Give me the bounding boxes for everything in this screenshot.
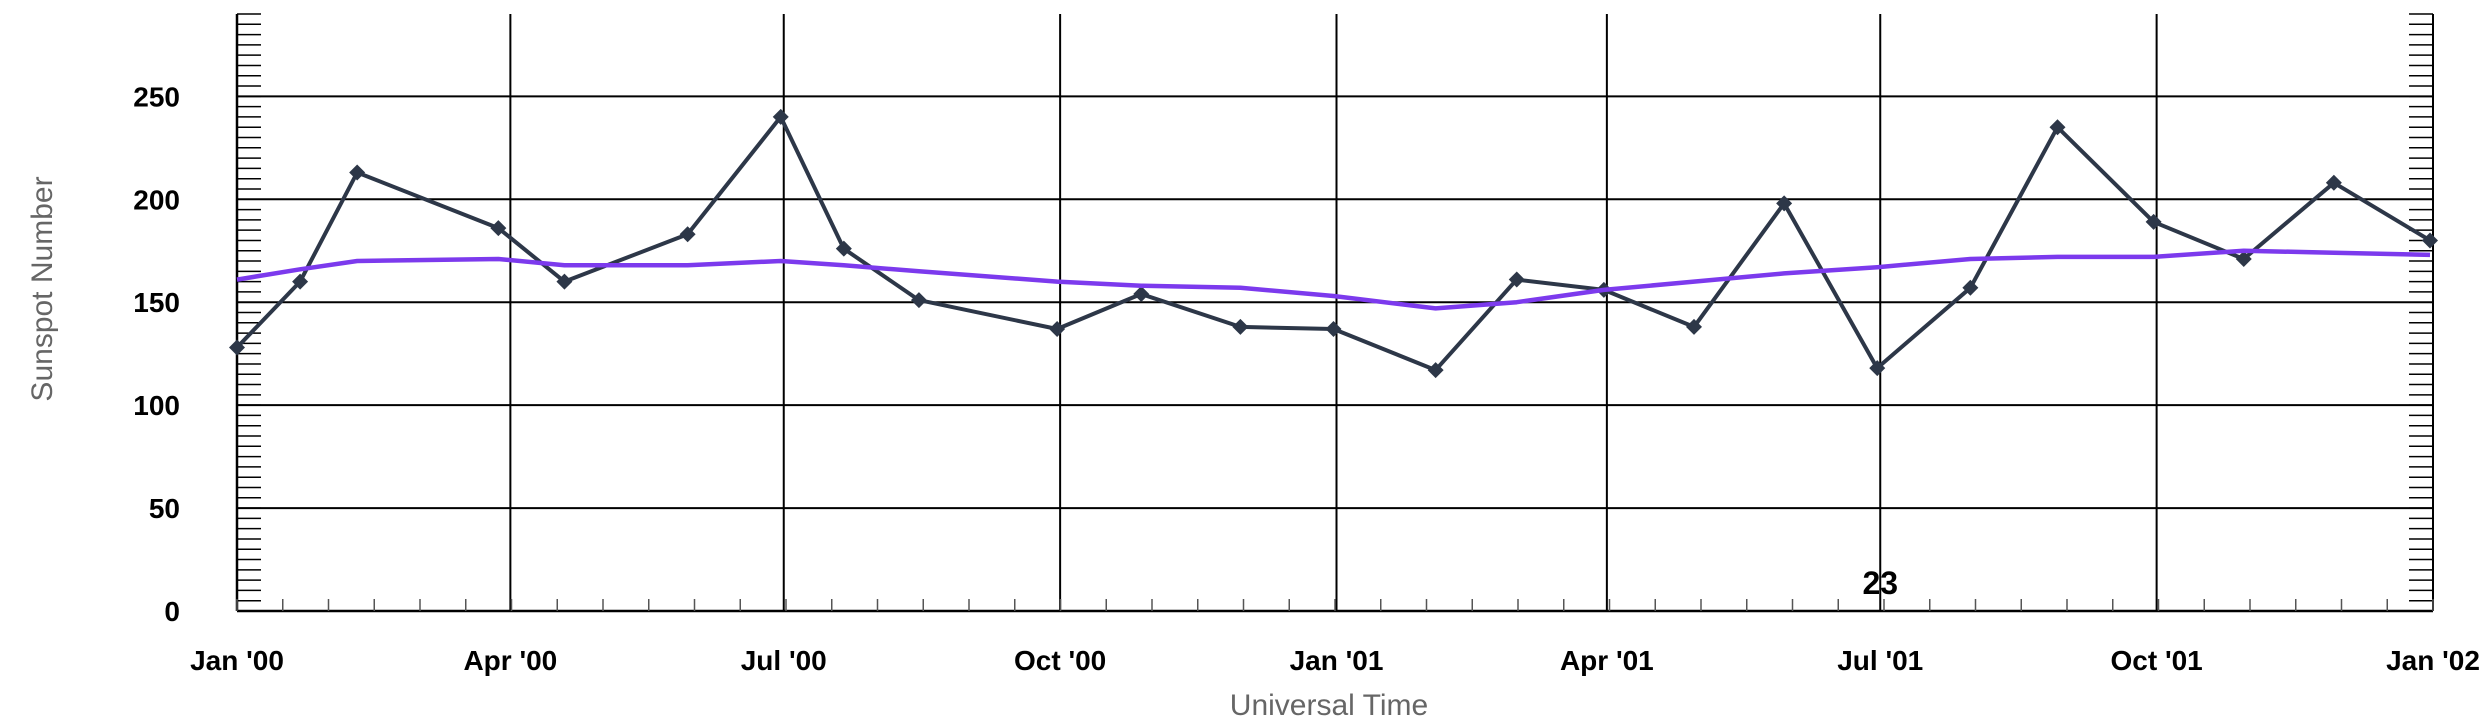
x-tick-label: Jul '01 [1837,645,1923,676]
data-point [349,164,366,181]
data-point [1049,320,1066,337]
x-tick-label: Jul '00 [741,645,827,676]
y-axis-label: Sunspot Number [26,176,59,401]
data-point [1776,195,1793,212]
data-point [679,226,696,243]
x-tick-label: Jan '02 [2386,645,2480,676]
data-point [1962,279,1979,296]
data-point [1133,285,1150,302]
data-point [490,220,507,237]
data-point [1325,320,1342,337]
data-point [1685,318,1702,335]
x-axis-label: Universal Time [1230,689,1428,722]
y-tick-label: 200 [133,184,180,215]
annotation-label: 23 [1862,565,1898,601]
data-point [1427,362,1444,379]
data-point [2145,213,2162,230]
x-axis-ticks: Jan '00 Apr '00 Jul '00 Oct '00 Jan '01 Apr '… [190,645,2480,676]
data-point [2325,174,2342,191]
annotations: 23 [1862,565,1898,601]
data-point [1232,318,1249,335]
y-tick-label: 150 [133,287,180,318]
data-point [1869,360,1886,377]
y-axis-ticks: 0 50 100 150 200 250 [133,81,180,627]
x-tick-label: Jan '00 [190,645,284,676]
series-layer [229,108,2438,379]
y-tick-label: 50 [149,493,180,524]
x-tick-label: Apr '00 [463,645,557,676]
x-tick-label: Apr '01 [1560,645,1654,676]
series-line-1 [236,248,2431,311]
data-point [772,108,789,125]
data-point [835,240,852,257]
data-point [292,273,309,290]
data-point [556,273,573,290]
data-point [1508,271,1525,288]
minor-ticks [236,13,2434,612]
y-tick-label: 100 [133,390,180,421]
y-tick-label: 0 [164,596,180,627]
data-point [2421,232,2438,249]
data-point [2049,119,2066,136]
y-tick-label: 250 [133,81,180,112]
x-tick-label: Oct '01 [2110,645,2202,676]
x-tick-label: Oct '00 [1014,645,1106,676]
x-tick-label: Jan '01 [1290,645,1384,676]
data-point [2235,250,2252,267]
data-point [229,339,245,356]
grid [235,14,2434,613]
data-point [910,292,927,309]
